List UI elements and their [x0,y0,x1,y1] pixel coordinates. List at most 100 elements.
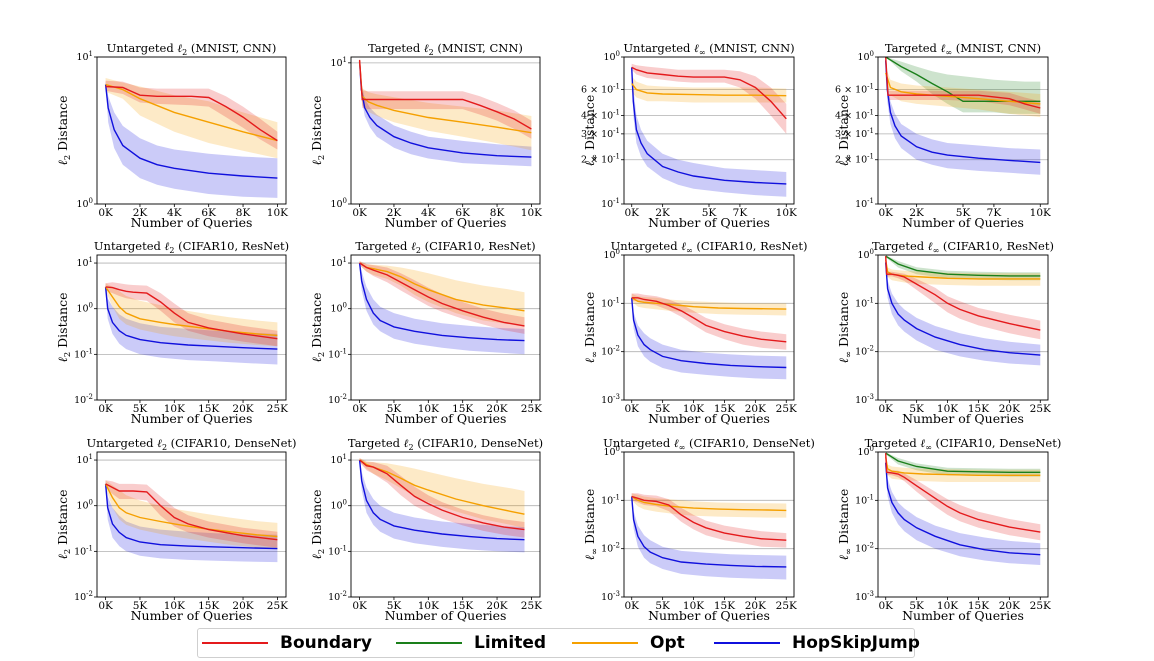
chart-8-ytick-label-3: 10-1 [855,296,874,309]
chart-2-xtick-label-5: 8K [490,207,505,219]
chart-12-band-boundary [885,452,1041,541]
chart-12-ytick-label-1: 10-3 [855,590,874,603]
chart-4: 0K 2K 5K 7K 10K 10-1 2 × 10-1 3 × 10-1 4 × 10-1 6… [835,41,1051,230]
chart-8-ylabel: ℓ∞ Distance [836,292,854,364]
chart-1-xlabel: Number of Queries [131,215,253,230]
chart-3-xtick-label-4: 7K [733,207,748,219]
chart-8-xtick-label-5: 20K [999,403,1020,415]
chart-4-title: Targeted ℓ∞ (MNIST, CNN) [885,41,1041,57]
chart-7-line-boundary [631,297,787,343]
chart-8-ytick-label-2: 10-2 [855,345,874,358]
chart-5-ytick-label-2: 10-1 [74,347,93,360]
chart-1-ytick-label-1: 100 [76,197,93,210]
chart-9-ytick-label-3: 100 [76,499,93,512]
chart-7-xtick-label-2: 5K [655,403,670,415]
legend-line-opt [572,642,638,644]
chart-8-xtick-label-4: 15K [968,403,989,415]
chart-9-line-boundary [105,483,278,541]
legend: Boundary Limited Opt HopSkipJump [197,628,920,658]
chart-10-xtick-label-4: 15K [452,600,473,612]
chart-5-ytick-label-4: 101 [76,256,93,269]
chart-3-xtick-label-2: 2K [655,207,670,219]
chart-7-band-boundary [631,293,787,350]
chart-2: 0K 2K 4K 6K 8K 10K 100 101 Targeted ℓ2 (MNIST, C… [309,41,542,230]
legend-item-opt: Opt [572,629,685,657]
chart-8-line-opt [885,259,1041,280]
chart-1-band-opt [105,78,278,159]
chart-5-xtick-label-3: 10K [164,403,185,415]
chart-6-xtick-label-4: 15K [452,403,473,415]
chart-1-line-opt [105,83,278,142]
chart-6-ytick-label-2: 10-1 [328,347,347,360]
chart-2-ylabel: ℓ2 Distance [309,96,327,166]
chart-5-band-hopskipjump [105,283,278,365]
chart-11: 0K 5K 10K 15K 20K 25K 10-3 10-2 10-1 100Untargete… [582,436,815,623]
chart-6-line-opt [359,262,525,312]
chart-8-xlabel: Number of Queries [902,411,1024,426]
chart-7-frame [623,254,795,401]
chart-4-ytick-label-1: 10-1 [855,197,874,210]
chart-12-xlabel: Number of Queries [902,608,1024,623]
chart-11-line-boundary [631,495,787,541]
chart-7-line-opt [631,297,787,310]
chart-2-xtick-label-4: 6K [455,207,470,219]
chart-6: 0K 5K 10K 15K 20K 25K 10-2 10-1 100 101 Targeted ℓ… [309,239,542,426]
chart-8-band-hopskipjump [885,259,1041,366]
figure-canvas: 0K 2K 4K 6K 8K 10K 100 101 Untargeted ℓ2 (MNIST,… [55,41,1061,623]
chart-10-ytick-label-1: 10-2 [328,590,347,603]
legend-line-boundary [202,642,268,644]
chart-7-xtick-label-3: 10K [683,403,704,415]
chart-11-band-hopskipjump [631,493,787,580]
chart-12-line-limited [885,452,1041,473]
chart-4-line-boundary [885,57,1041,109]
chart-11-ylabel: ℓ∞ Distance [582,489,600,561]
chart-12-band-hopskipjump [885,459,1041,565]
chart-2-frame [350,56,541,205]
chart-8: 0K 5K 10K 15K 20K 25K 10-3 10-2 10-1 100Targeted … [836,239,1054,426]
chart-5-line-hopskipjump [104,286,278,350]
chart-1-line-hopskipjump [104,84,278,179]
chart-11-xtick-label-4: 15K [714,600,735,612]
chart-12-ylabel: ℓ∞ Distance [836,489,854,561]
chart-8-ytick-label-4: 100 [857,248,874,261]
chart-8-line-limited [885,255,1041,277]
chart-7-ytick-label-1: 10-3 [601,393,620,406]
chart-8-band-boundary [885,255,1041,340]
chart-3-xtick-label-3: 5K [702,207,717,219]
chart-8-xtick-label-1: 0K [878,403,893,415]
chart-11-xlabel: Number of Queries [648,608,770,623]
chart-1: 0K 2K 4K 6K 8K 10K 100 101 Untargeted ℓ2 (MNIST,… [55,41,288,230]
chart-8-frame [877,254,1049,401]
chart-6-ytick-label-1: 10-2 [328,393,347,406]
chart-4-ytick-label-3: 3 × 10-1 [835,127,874,140]
chart-5-band-boundary [105,282,278,347]
chart-3-line-hopskipjump [631,67,787,185]
chart-1-band-boundary [105,80,278,150]
chart-10-frame [350,451,541,598]
chart-10-line-hopskipjump [358,459,525,541]
chart-11-title: Untargeted ℓ∞ (CIFAR10, DenseNet) [603,436,815,452]
chart-9-xtick-label-1: 0K [98,600,113,612]
chart-2-title: Targeted ℓ2 (MNIST, CNN) [368,41,523,57]
chart-4-ytick-label-5: 6 × 10-1 [835,83,874,96]
chart-3-band-hopskipjump [631,63,787,197]
chart-6-frame [350,254,541,401]
chart-6-ylabel: ℓ2 Distance [309,293,327,363]
chart-5-ylabel: ℓ2 Distance [55,293,73,363]
chart-4-ytick-label-4: 4 × 10-1 [835,108,874,121]
chart-10-band-hopskipjump [359,458,525,553]
chart-8-title: Targeted ℓ∞ (CIFAR10, ResNet) [872,239,1054,255]
chart-6-xtick-label-2: 5K [387,403,402,415]
chart-7-xtick-label-6: 25K [776,403,797,415]
chart-2-line-boundary [358,59,532,130]
chart-5-xtick-label-5: 20K [232,403,253,415]
chart-5-title: Untargeted ℓ2 (CIFAR10, ResNet) [94,239,289,255]
chart-11-xtick-label-6: 25K [776,600,797,612]
chart-10-ytick-label-3: 100 [330,499,347,512]
chart-5-xtick-label-2: 5K [133,403,148,415]
chart-2-line-opt [358,60,532,134]
chart-2-line-hopskipjump [358,61,532,158]
chart-10-ytick-label-2: 10-1 [328,544,347,557]
chart-8-ytick-label-1: 10-3 [855,393,874,406]
chart-5-ytick-label-1: 10-2 [74,393,93,406]
